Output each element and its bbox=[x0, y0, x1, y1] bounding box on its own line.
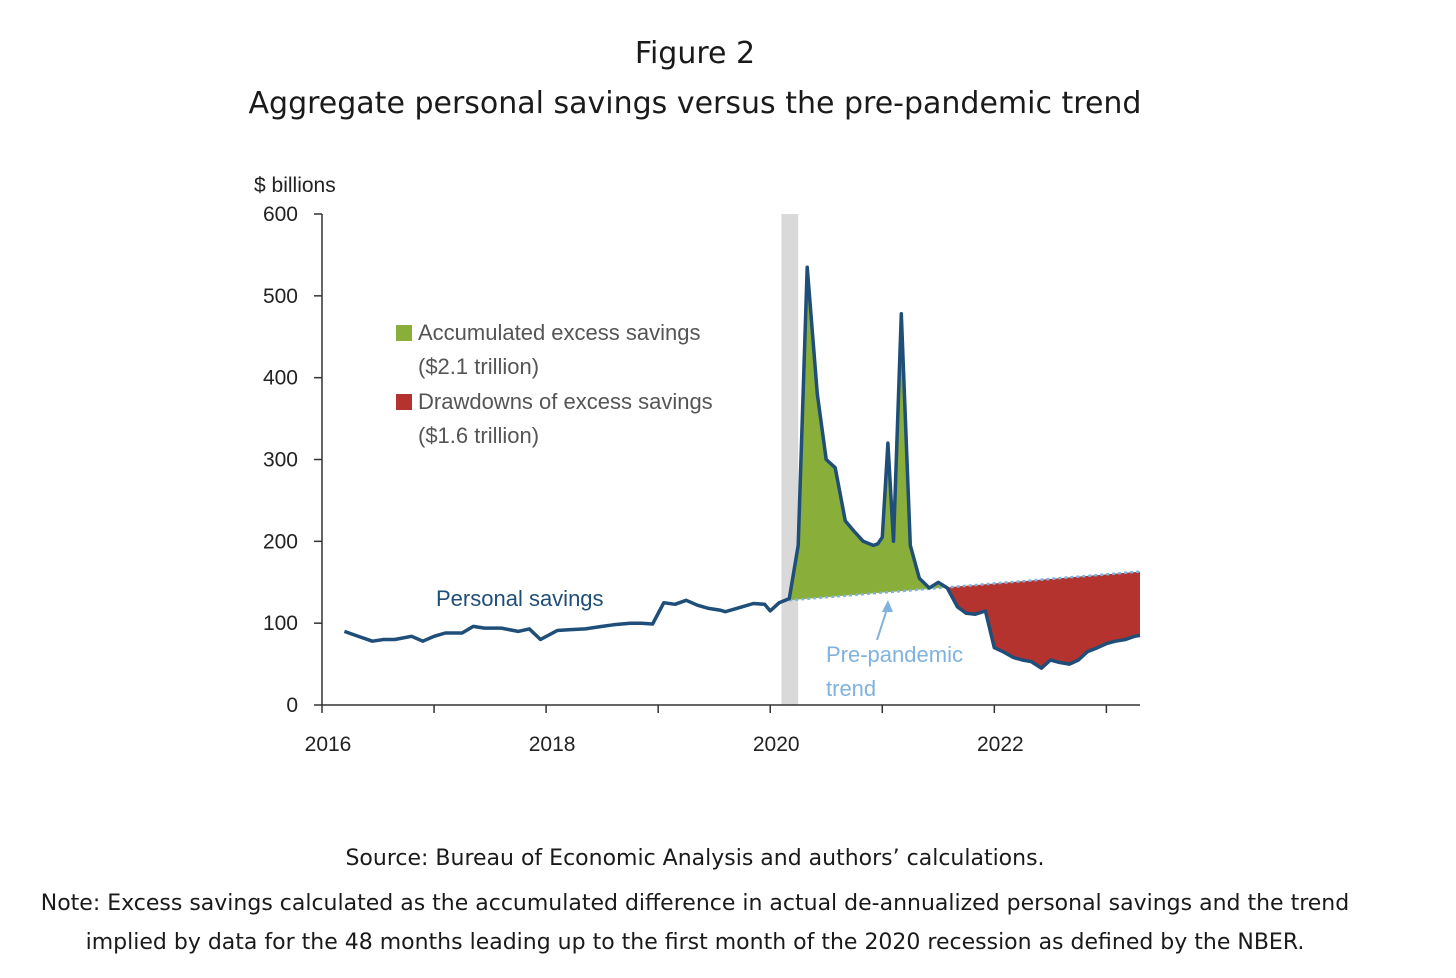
trend-arrow-head bbox=[882, 600, 893, 612]
x-tick-label-2020: 2020 bbox=[753, 733, 800, 756]
savings-fill-areas bbox=[789, 267, 1140, 669]
legend-sublabel-drawdown: ($1.6 trillion) bbox=[418, 423, 539, 448]
recession-band bbox=[781, 214, 799, 705]
accumulated-excess-area bbox=[789, 267, 948, 601]
personal-savings-label: Personal savings bbox=[436, 586, 604, 611]
y-tick-label-500: 500 bbox=[263, 285, 298, 308]
x-tick-label-2016: 2016 bbox=[305, 733, 352, 756]
y-tick-label-200: 200 bbox=[263, 530, 298, 553]
y-tick-label-300: 300 bbox=[263, 449, 298, 472]
x-tick-label-2018: 2018 bbox=[529, 733, 576, 756]
legend-sublabel-excess: ($2.1 trillion) bbox=[418, 354, 539, 379]
chart-title: Aggregate personal savings versus the pr… bbox=[248, 86, 1142, 121]
y-axis-ticks: 0 100 200 300 400 500 600 bbox=[263, 203, 322, 717]
legend-label-drawdown: Drawdowns of excess savings bbox=[418, 389, 713, 414]
y-tick-label-100: 100 bbox=[263, 612, 298, 635]
y-tick-label-0: 0 bbox=[286, 694, 298, 717]
y-tick-label-400: 400 bbox=[263, 367, 298, 390]
trend-label-line1: Pre-pandemic bbox=[826, 642, 963, 667]
legend-label-excess: Accumulated excess savings bbox=[418, 320, 700, 345]
legend-swatch-drawdown bbox=[396, 394, 412, 410]
x-axis-ticks: 2016 2018 2020 2022 bbox=[305, 705, 1108, 756]
y-tick-label-600: 600 bbox=[263, 203, 298, 226]
legend: Accumulated excess savings ($2.1 trillio… bbox=[396, 320, 713, 448]
trend-label-line2: trend bbox=[826, 676, 876, 701]
legend-swatch-excess bbox=[396, 325, 412, 341]
drawdown-area bbox=[947, 571, 1140, 669]
personal-savings-line bbox=[343, 265, 1141, 670]
y-axis-label: $ billions bbox=[254, 174, 336, 197]
source-note: Source: Bureau of Economic Analysis and … bbox=[345, 846, 1045, 871]
methodology-note: Note: Excess savings calculated as the a… bbox=[40, 891, 1350, 955]
pre-pandemic-trend-line bbox=[789, 570, 1141, 602]
figure-label: Figure 2 bbox=[634, 36, 756, 71]
savings-chart: 0 100 200 300 400 500 600 2016 2018 2020 2022 $ b… bbox=[254, 174, 1141, 756]
x-tick-label-2022: 2022 bbox=[977, 733, 1024, 756]
